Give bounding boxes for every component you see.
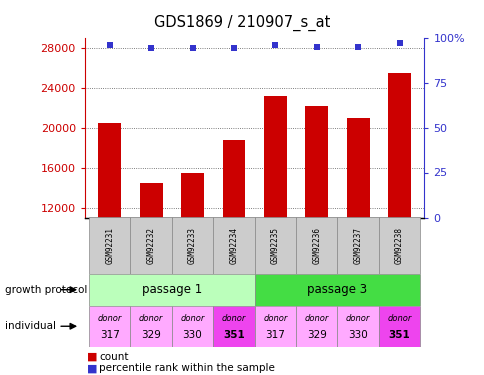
Text: 317: 317 [265, 330, 285, 340]
Bar [89, 306, 130, 347]
Text: individual: individual [5, 321, 56, 331]
Bar [139, 183, 162, 218]
Text: GSM92234: GSM92234 [229, 227, 238, 264]
Text: donor: donor [221, 314, 245, 323]
Bar [254, 306, 295, 347]
Text: passage 3: passage 3 [307, 283, 367, 296]
Text: growth protocol: growth protocol [5, 285, 87, 295]
Text: 330: 330 [348, 330, 367, 340]
Text: 329: 329 [306, 330, 326, 340]
Text: donor: donor [387, 314, 411, 323]
Text: 351: 351 [388, 330, 409, 340]
Text: 317: 317 [100, 330, 120, 340]
Bar [181, 172, 203, 217]
Text: GSM92231: GSM92231 [105, 227, 114, 264]
Bar [337, 217, 378, 274]
Text: ■: ■ [87, 352, 98, 362]
Bar [295, 306, 337, 347]
Text: donor: donor [304, 314, 328, 323]
Text: ■: ■ [87, 363, 98, 373]
Text: donor: donor [345, 314, 370, 323]
Text: donor: donor [180, 314, 204, 323]
Bar [213, 306, 254, 347]
Text: donor: donor [263, 314, 287, 323]
Text: GSM92232: GSM92232 [146, 227, 155, 264]
Bar [89, 274, 254, 306]
Bar [387, 72, 410, 217]
Bar [346, 117, 369, 218]
Text: donor: donor [97, 314, 121, 323]
Bar [89, 217, 130, 274]
Bar [130, 306, 171, 347]
Text: passage 1: passage 1 [141, 283, 201, 296]
Bar [222, 140, 245, 218]
Text: percentile rank within the sample: percentile rank within the sample [99, 363, 275, 373]
Text: donor: donor [138, 314, 163, 323]
Text: count: count [99, 352, 129, 362]
Bar [98, 123, 121, 218]
Text: 351: 351 [223, 330, 244, 340]
Bar [213, 217, 254, 274]
Bar [254, 274, 419, 306]
Text: GSM92237: GSM92237 [353, 227, 362, 264]
Bar [171, 217, 213, 274]
Bar [295, 217, 337, 274]
Bar [254, 217, 295, 274]
Bar [337, 306, 378, 347]
Text: 330: 330 [182, 330, 202, 340]
Text: GSM92238: GSM92238 [394, 227, 403, 264]
Bar [378, 306, 419, 347]
Bar [171, 306, 213, 347]
Text: GSM92236: GSM92236 [312, 227, 320, 264]
Bar [130, 217, 171, 274]
Text: GSM92235: GSM92235 [270, 227, 279, 264]
Bar [263, 96, 286, 218]
Text: 329: 329 [141, 330, 161, 340]
Bar [378, 217, 419, 274]
Text: GSM92233: GSM92233 [188, 227, 197, 264]
Bar [305, 105, 328, 218]
Text: GDS1869 / 210907_s_at: GDS1869 / 210907_s_at [154, 15, 330, 31]
